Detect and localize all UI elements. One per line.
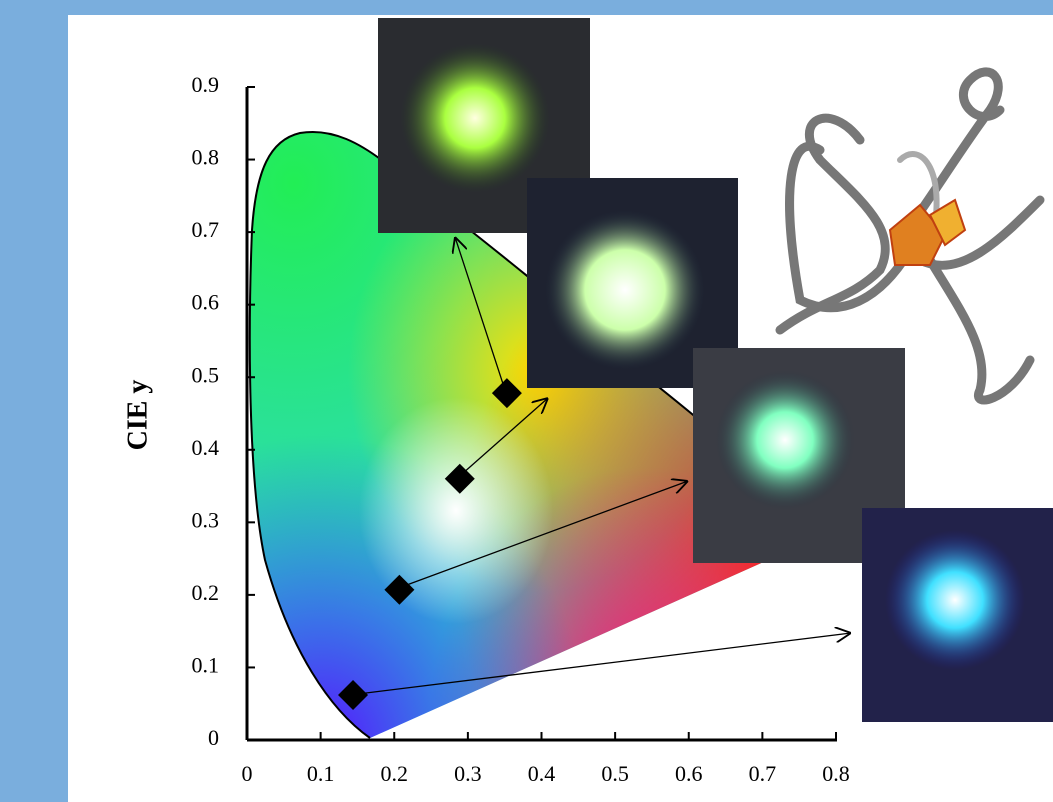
page: {"chart_data": {"type": "scatter", "y_la… xyxy=(0,0,1053,802)
x-tick-label: 0.1 xyxy=(307,761,335,786)
x-tick-label: 0.8 xyxy=(822,761,850,786)
y-tick-label: 0 xyxy=(208,725,219,750)
x-tick-label: 0.2 xyxy=(381,761,409,786)
x-tick-label: 0 xyxy=(242,761,253,786)
y-tick-label: 0.1 xyxy=(192,652,220,677)
y-tick-label: 0.6 xyxy=(192,290,220,315)
y-tick-label: 0.5 xyxy=(192,362,220,387)
x-tick-label: 0.4 xyxy=(528,761,556,786)
y-tick-label: 0.4 xyxy=(192,435,220,460)
y-tick-label: 0.7 xyxy=(192,217,220,242)
y-tick-label: 0.3 xyxy=(192,507,220,532)
x-tick-label: 0.7 xyxy=(749,761,777,786)
x-tick-label: 0.5 xyxy=(601,761,629,786)
y-tick-label: 0.2 xyxy=(192,580,220,605)
y-axis-label: CIE y xyxy=(122,380,153,451)
chart: CIE y 0 0.1 0.2 0.3 0.4 0.5 0.6 0.7 0.8 0.9 0 0.1 0.… xyxy=(0,0,1053,802)
x-tick-label: 0.6 xyxy=(675,761,703,786)
x-tick-label: 0.3 xyxy=(454,761,482,786)
y-tick-label: 0.8 xyxy=(192,145,220,170)
y-tick-label: 0.9 xyxy=(192,72,220,97)
